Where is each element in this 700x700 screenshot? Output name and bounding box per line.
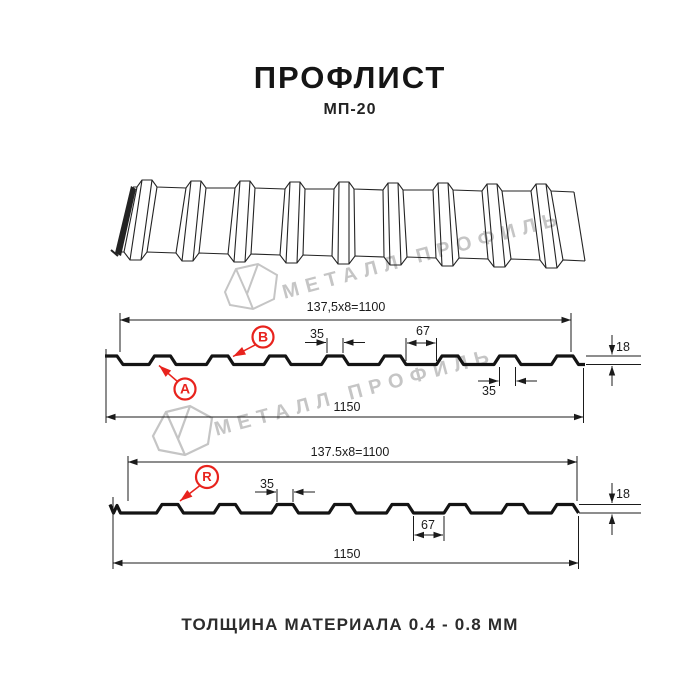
dim-overall-width-bottom: 1150 bbox=[333, 547, 361, 561]
dim-valley-width-top: 67 bbox=[416, 324, 430, 338]
profile-bottom-view-drawing bbox=[108, 456, 641, 569]
page-title: ПРОФЛИСТ bbox=[253, 60, 447, 95]
dim-overall-width-top: 1150 bbox=[333, 400, 361, 414]
dim-pitch-top: 137,5x8=1100 bbox=[306, 300, 386, 314]
dim-height-top: 18 bbox=[616, 340, 630, 354]
dim-pitch-bottom: 137.5x8=1100 bbox=[310, 445, 390, 459]
dim-rib-top-width-top: 35 bbox=[310, 327, 324, 341]
label-a-circle bbox=[173, 377, 197, 401]
sheet-3d-drawing bbox=[110, 179, 586, 269]
dim-valley-width-bottom: 67 bbox=[421, 518, 435, 532]
label-b: B bbox=[257, 328, 269, 345]
dim-height-bottom: 18 bbox=[616, 487, 630, 501]
label-r: R bbox=[202, 469, 212, 485]
brand-logo-icon bbox=[223, 262, 279, 311]
dim-rib-top-width-bottom: 35 bbox=[260, 477, 274, 491]
footer-note: ТОЛЩИНА МАТЕРИАЛА 0.4 - 0.8 ММ bbox=[181, 615, 519, 634]
label-r-circle bbox=[194, 464, 220, 490]
label-a: A bbox=[179, 380, 191, 397]
page-subtitle: МП-20 bbox=[323, 101, 377, 118]
label-b-circle bbox=[251, 325, 275, 349]
dim-rib-bottom-width-top: 35 bbox=[482, 384, 496, 398]
profile-top-view-drawing bbox=[105, 313, 641, 423]
